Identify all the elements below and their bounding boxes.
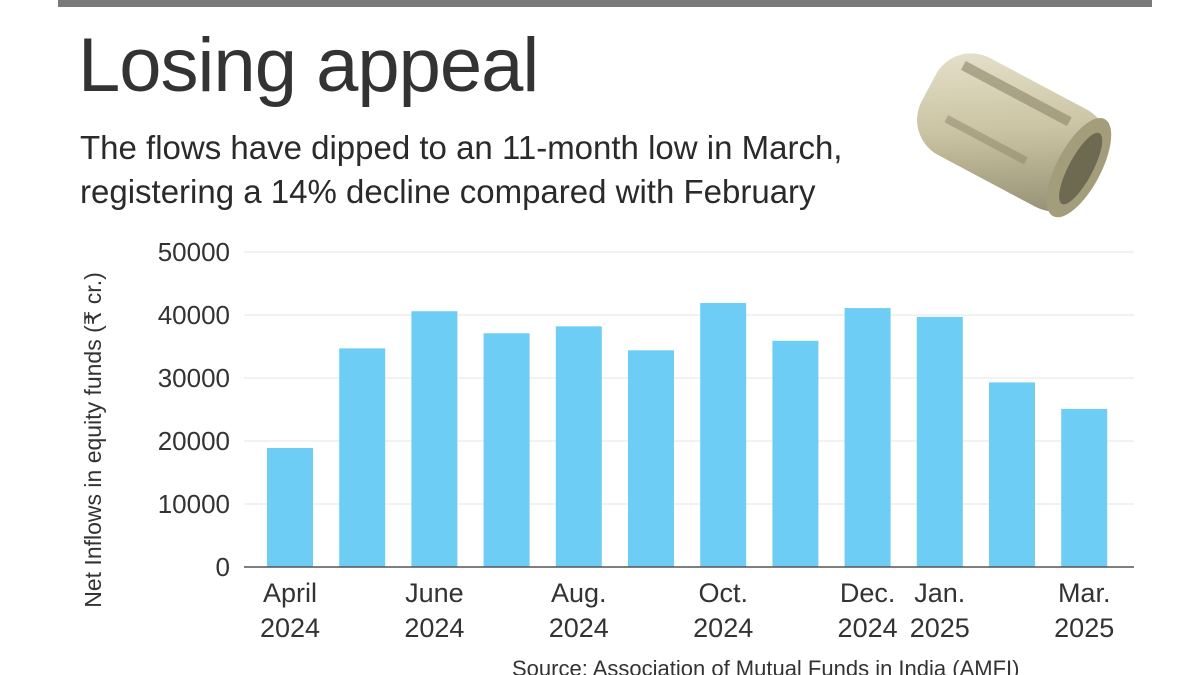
bar [483, 333, 530, 567]
bar [772, 340, 819, 567]
bar [844, 308, 891, 567]
source-note: Source: Association of Mutual Funds in I… [512, 656, 1019, 675]
y-tick-label: 30000 [158, 363, 230, 393]
bar [916, 316, 963, 567]
chart-svg: 0 10000 20000 30000 40000 50000 April 2024 June 2… [80, 237, 1134, 675]
bar [267, 447, 313, 567]
page-subtitle: The flows have dipped to an 11-month low… [80, 129, 843, 210]
y-tick-label: 0 [216, 552, 230, 582]
bar [989, 382, 1035, 567]
y-axis-label: Net Inflows in equity funds (₹ cr.) [80, 272, 106, 608]
y-tick-label: 10000 [158, 489, 230, 519]
bar [555, 326, 602, 567]
page-title: Losing appeal [78, 23, 539, 108]
x-tick-label: June 2024 [404, 578, 464, 643]
x-tick-label: Jan. 2025 [910, 578, 970, 643]
x-tick-label: Mar. 2025 [1054, 578, 1114, 643]
x-tick-label: April 2024 [260, 578, 320, 643]
bar [339, 348, 386, 567]
top-rule [58, 0, 1152, 7]
y-tick-label: 50000 [158, 237, 230, 267]
x-tick-label: Dec. 2024 [838, 578, 898, 643]
x-tick-label: Aug. 2024 [549, 578, 609, 643]
x-tick-label: Oct. 2024 [693, 578, 753, 643]
bar [411, 311, 458, 567]
rolled-500-rupee-note-icon [917, 53, 1112, 218]
bar-chart: 0 10000 20000 30000 40000 50000 April 2024 June 2… [0, 230, 1200, 675]
y-tick-label: 40000 [158, 300, 230, 330]
y-tick-label: 20000 [158, 426, 230, 456]
bar [1061, 408, 1108, 567]
bar [628, 350, 674, 567]
bar [700, 303, 747, 567]
